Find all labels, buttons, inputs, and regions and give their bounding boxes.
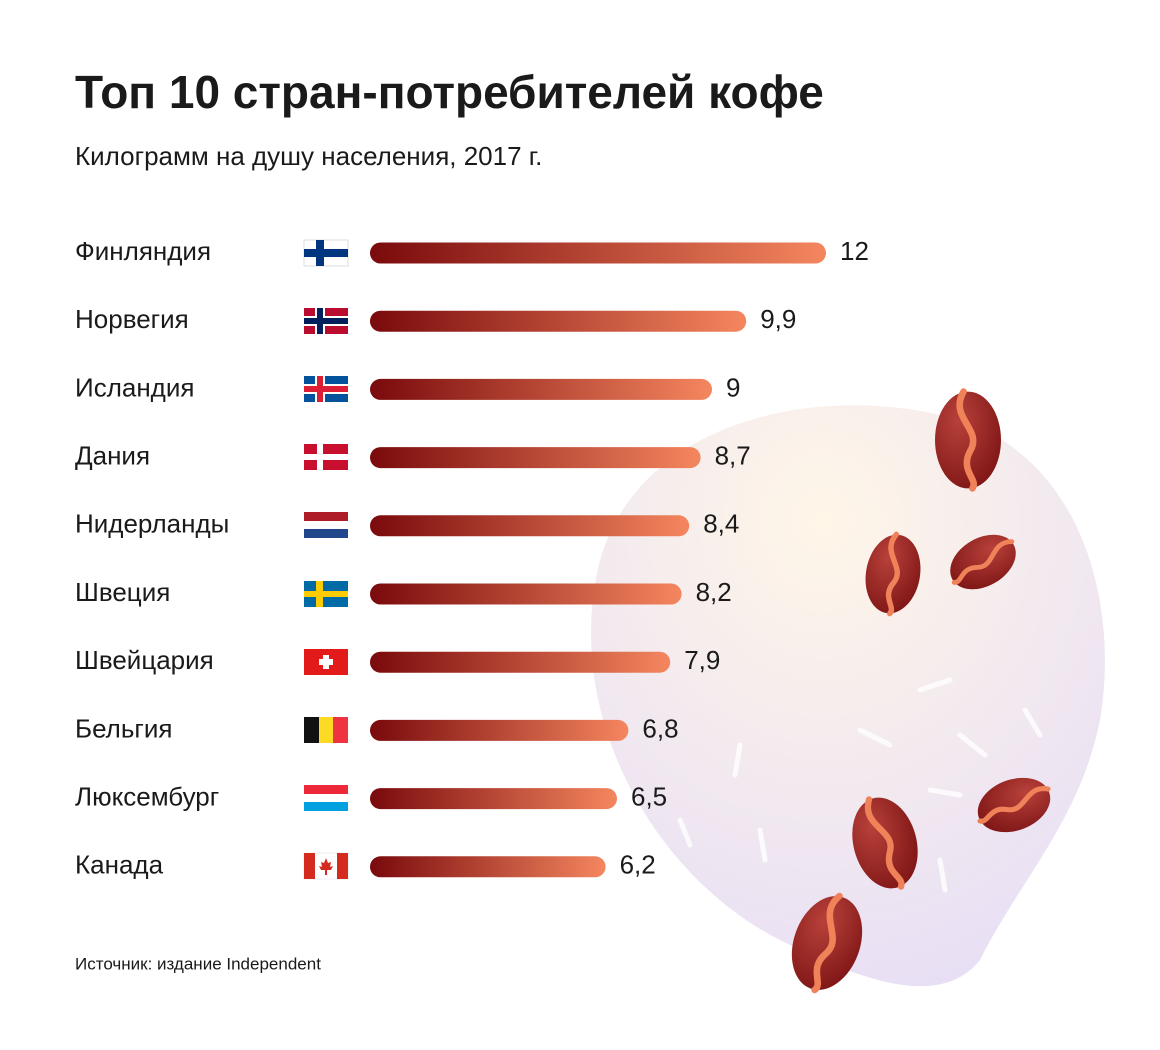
bar <box>370 242 826 264</box>
bar <box>370 856 606 878</box>
value-label: 8,4 <box>703 509 739 539</box>
bar <box>370 788 617 810</box>
value-label: 9 <box>726 372 740 402</box>
bar <box>370 651 671 673</box>
category-label: Финляндия <box>75 236 211 266</box>
category-label: Нидерланды <box>75 509 229 539</box>
value-label: 6,2 <box>620 850 656 880</box>
chart-subtitle: Килограмм на душу населения, 2017 г. <box>75 141 542 171</box>
category-label: Швейцария <box>75 645 214 675</box>
category-label: Бельгия <box>75 713 172 743</box>
value-label: 12 <box>840 236 869 266</box>
bar <box>370 378 712 400</box>
decoration <box>591 392 1105 1000</box>
bar <box>370 310 747 332</box>
value-label: 9,9 <box>760 304 796 334</box>
category-label: Исландия <box>75 372 194 402</box>
bar <box>370 447 701 469</box>
chart-title: Топ 10 стран-потребителей кофе <box>75 66 824 118</box>
category-label: Канада <box>75 850 164 880</box>
value-label: 8,2 <box>696 577 732 607</box>
source: Источник: издание Independent <box>75 954 321 973</box>
category-label: Люксембург <box>75 781 219 811</box>
value-label: 6,5 <box>631 781 667 811</box>
bar <box>370 583 682 605</box>
flags <box>303 239 349 880</box>
category-label: Норвегия <box>75 304 189 334</box>
bar <box>370 515 690 537</box>
category-label: Дания <box>75 440 150 470</box>
value-label: 6,8 <box>642 713 678 743</box>
value-label: 7,9 <box>684 645 720 675</box>
category-label: Швеция <box>75 577 170 607</box>
bar <box>370 719 629 741</box>
value-label: 8,7 <box>715 440 751 470</box>
